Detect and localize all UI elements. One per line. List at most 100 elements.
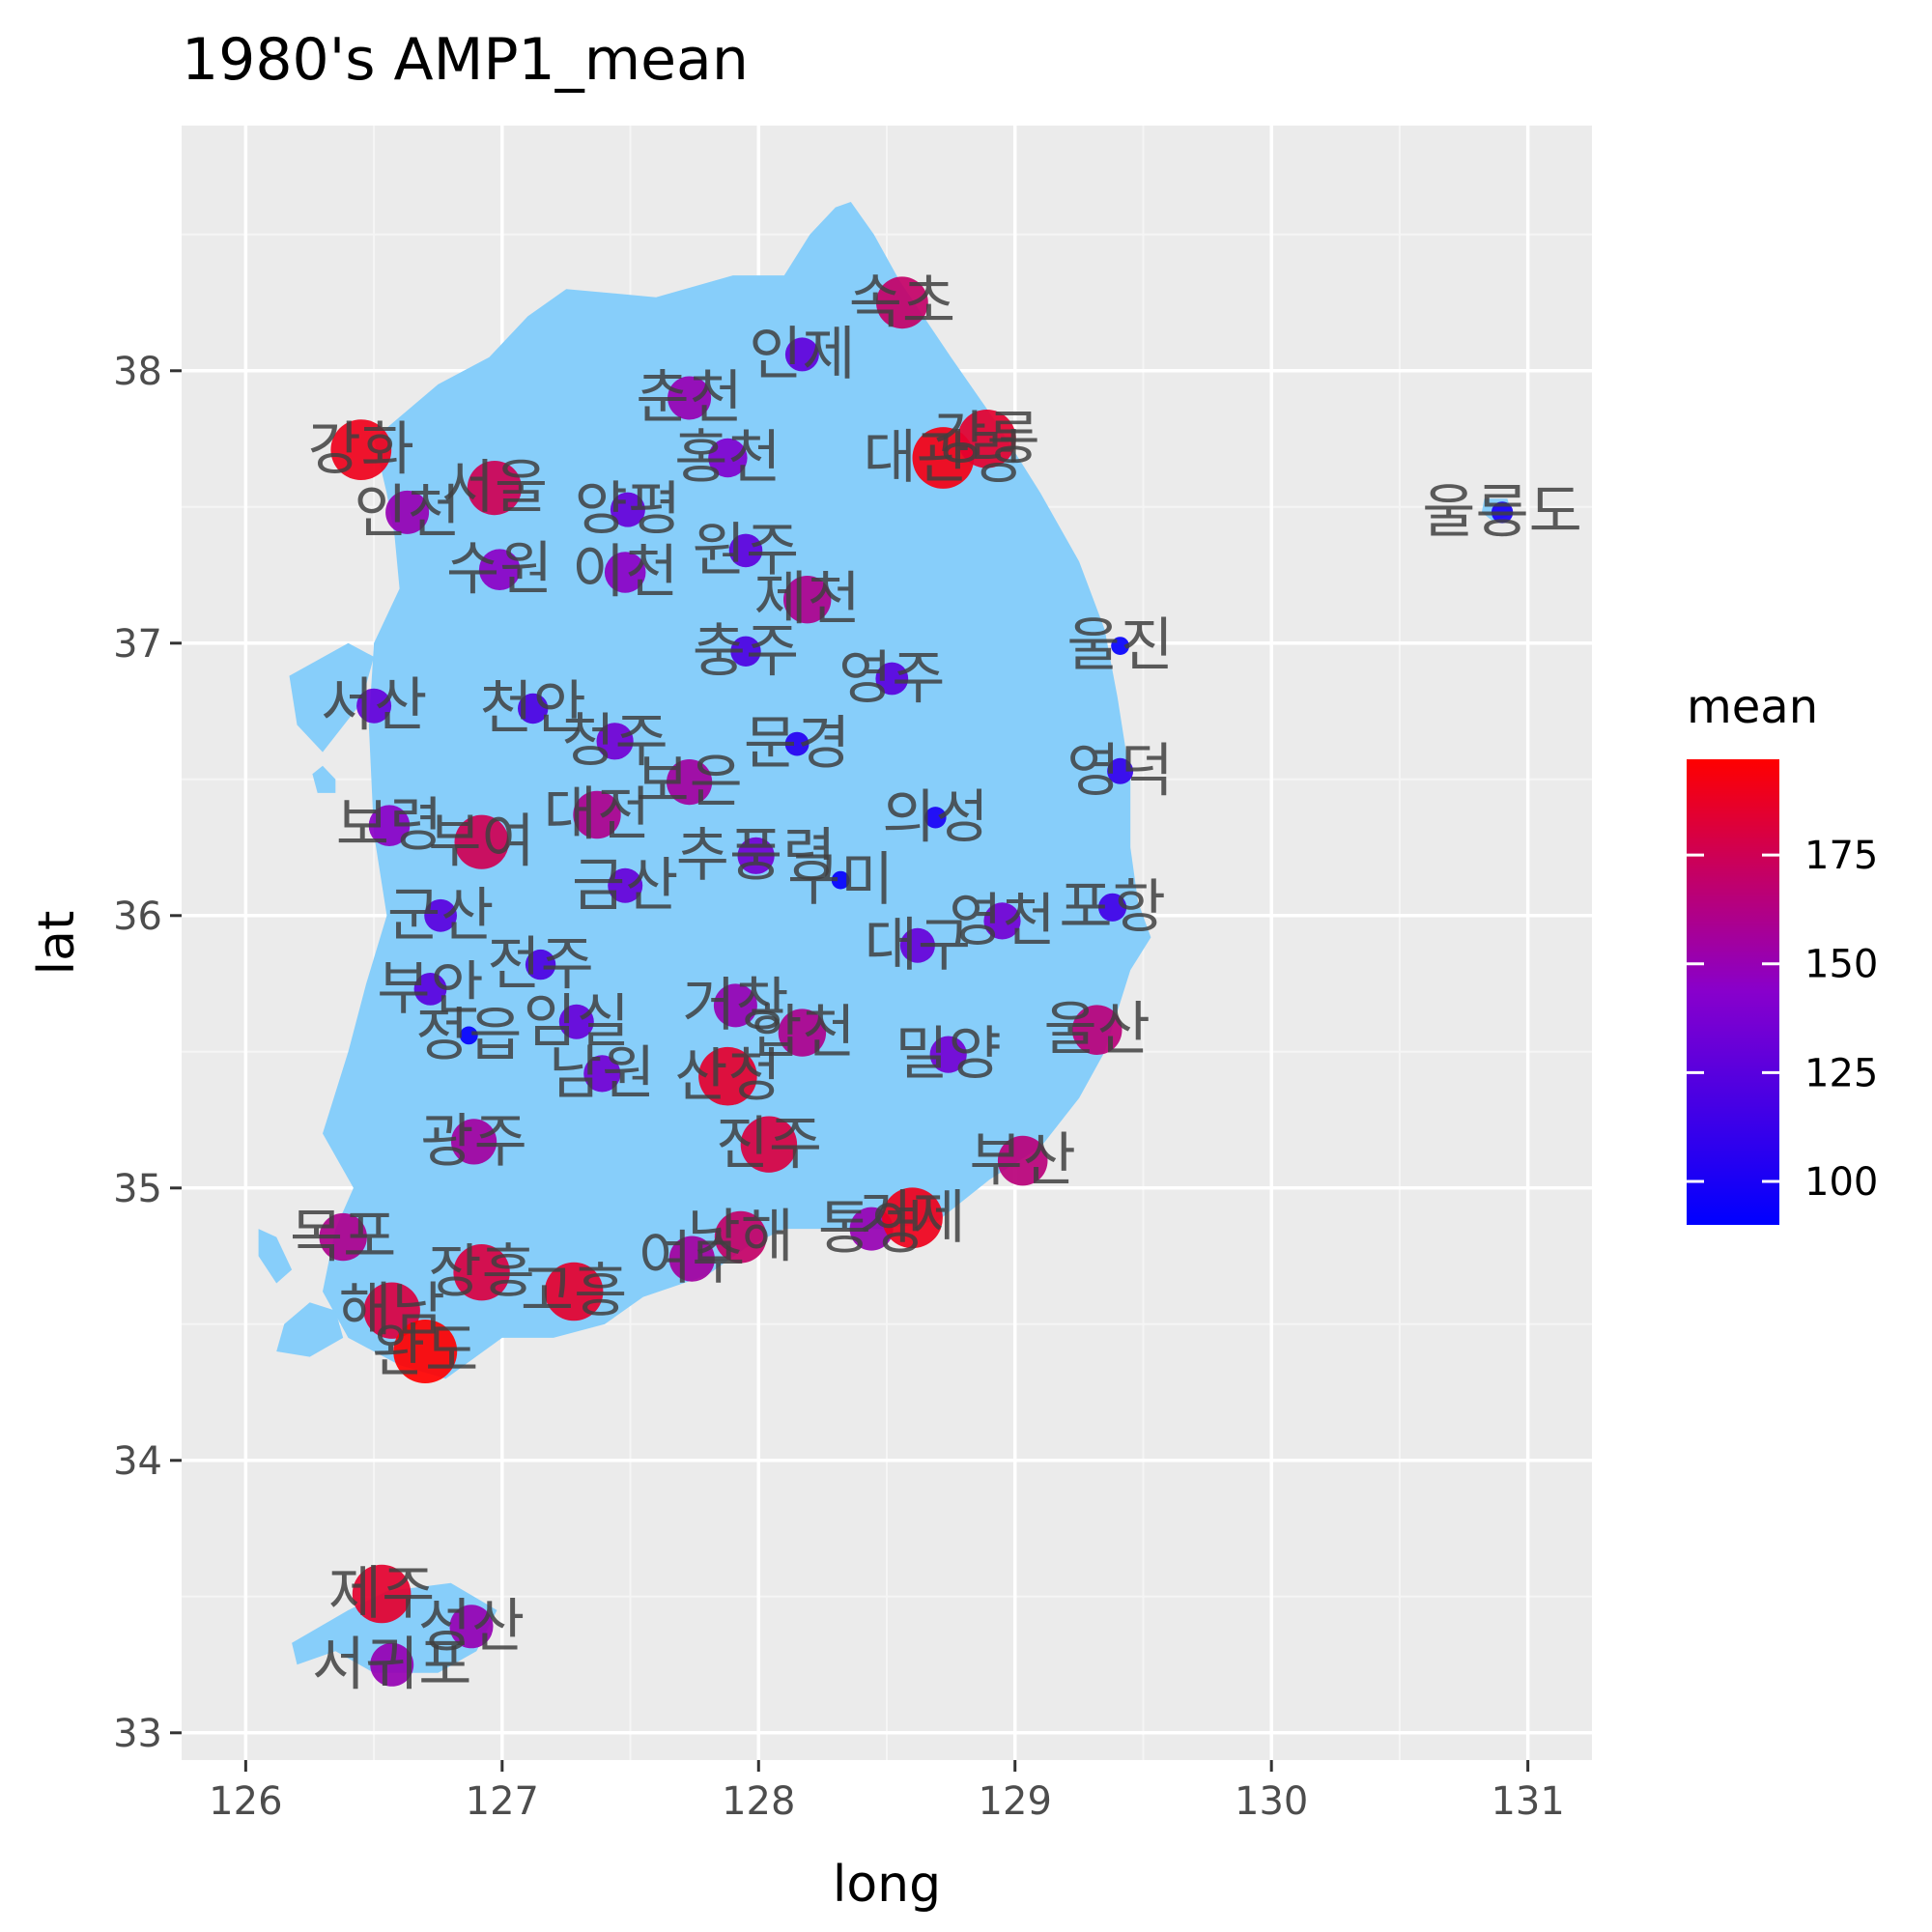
- station-point: [1491, 501, 1514, 524]
- station-label: 성산: [418, 1593, 525, 1661]
- station-label: 고흥: [521, 1258, 627, 1325]
- station-label: 울릉도: [1422, 478, 1582, 546]
- station-label: 대전: [544, 781, 650, 849]
- station-label: 대관령: [864, 424, 1024, 492]
- station-label: 밀양: [895, 1021, 1001, 1089]
- station-point: [899, 927, 935, 963]
- station-point: [875, 662, 909, 696]
- legend-title: mean: [1687, 680, 1818, 734]
- station-label: 수원: [446, 536, 553, 604]
- land-region-3: [276, 1302, 344, 1357]
- station-label: 원주: [693, 517, 799, 584]
- station-label: 양평: [575, 476, 681, 544]
- station-point: [783, 576, 832, 624]
- station-label: 영주: [838, 645, 945, 713]
- station-label: 이천: [572, 539, 678, 607]
- land-region-0: [323, 202, 1151, 1379]
- station-label: 제천: [753, 566, 860, 634]
- station-label: 금산: [572, 852, 678, 920]
- station-point: [356, 688, 392, 724]
- station-point: [667, 759, 713, 806]
- station-label: 청주: [561, 707, 668, 775]
- station-label: 진주: [716, 1111, 822, 1179]
- y-axis: 33 34 35 36 37 38: [113, 350, 182, 1756]
- station-point: [385, 490, 430, 534]
- station-label: 완도: [372, 1318, 478, 1385]
- station-point: [330, 419, 392, 480]
- station-point: [1098, 893, 1127, 922]
- station-label: 서울: [441, 454, 548, 522]
- station-point: [370, 1642, 414, 1687]
- station-label: 홍천: [674, 424, 781, 492]
- station-label: 해남: [338, 1277, 444, 1345]
- station-point: [449, 1605, 494, 1649]
- station-label: 포항: [1059, 873, 1165, 941]
- station-point: [424, 898, 457, 932]
- station-point: [596, 723, 634, 760]
- station-point: [368, 805, 411, 846]
- station-point: [740, 1116, 798, 1173]
- points-layer: [319, 276, 1514, 1687]
- station-label: 강화: [308, 416, 414, 484]
- land-region-2: [292, 1582, 497, 1673]
- station-label: 보은: [636, 749, 742, 816]
- station-label: 영천: [949, 887, 1055, 954]
- y-tick-label: 36: [113, 895, 162, 939]
- station-label: 제주: [328, 1560, 435, 1628]
- station-point: [319, 1212, 367, 1262]
- legend-tick-label: 125: [1804, 1051, 1878, 1095]
- x-tick-label: 126: [209, 1779, 282, 1824]
- x-tick-label: 127: [466, 1779, 539, 1824]
- station-point: [352, 1564, 412, 1624]
- legend-colorbar: [1687, 759, 1779, 1225]
- y-axis-title: lat: [28, 911, 86, 976]
- land-region-1: [289, 642, 375, 753]
- x-axis: 126 127 128 129 130 131: [209, 1760, 1565, 1824]
- station-label: 울산: [1043, 996, 1150, 1064]
- station-label: 장흥: [428, 1238, 534, 1306]
- legend-tick-label: 100: [1804, 1160, 1878, 1205]
- x-tick-label: 128: [722, 1779, 795, 1824]
- station-point: [708, 438, 748, 478]
- station-point: [882, 1187, 943, 1249]
- station-label: 합천: [749, 999, 855, 1066]
- station-label: 영덕: [1066, 737, 1173, 805]
- station-label: 여수: [639, 1225, 745, 1293]
- station-label: 인천: [354, 478, 460, 546]
- station-point: [525, 949, 556, 980]
- legend-tick-label: 175: [1804, 834, 1878, 878]
- station-label: 남원: [549, 1039, 655, 1107]
- station-point: [478, 549, 521, 590]
- station-label: 대구: [865, 912, 971, 980]
- x-tick-label: 131: [1491, 1779, 1564, 1824]
- station-label: 거창: [682, 972, 788, 1039]
- station-point: [929, 1036, 967, 1073]
- y-tick-label: 37: [113, 622, 162, 667]
- station-label: 서산: [321, 672, 427, 740]
- station-label: 속초: [849, 269, 955, 336]
- station-point: [1111, 637, 1129, 655]
- legend-tick-label: 150: [1804, 943, 1878, 987]
- station-point: [413, 973, 447, 1006]
- station-point: [728, 533, 763, 568]
- station-label: 서귀포: [312, 1631, 472, 1698]
- station-point: [518, 693, 549, 724]
- station-label: 문경: [744, 710, 850, 778]
- station-point: [454, 814, 509, 869]
- station-point: [583, 1055, 621, 1093]
- station-point: [608, 867, 643, 903]
- station-point: [573, 790, 621, 839]
- y-tick-label: 33: [113, 1712, 162, 1756]
- station-label: 추풍령: [676, 822, 837, 890]
- station-label: 춘천: [636, 364, 742, 432]
- station-point: [997, 1135, 1048, 1186]
- station-point: [784, 731, 810, 756]
- station-point: [778, 1009, 827, 1057]
- station-point: [730, 636, 761, 667]
- station-point: [983, 902, 1021, 940]
- station-label: 부여: [428, 809, 534, 876]
- y-tick-label: 38: [113, 350, 162, 394]
- station-point: [957, 410, 1016, 469]
- station-point: [1107, 757, 1134, 784]
